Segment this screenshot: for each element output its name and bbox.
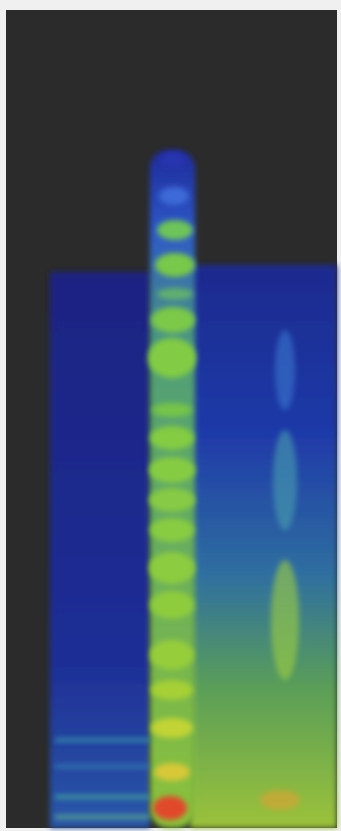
blob <box>149 488 195 512</box>
blob <box>150 518 194 542</box>
blob <box>153 796 187 820</box>
streak <box>55 795 150 799</box>
spectrogram-image <box>0 0 341 831</box>
blob <box>154 763 190 781</box>
blob <box>157 220 193 240</box>
streak <box>55 765 150 768</box>
left-field <box>50 272 150 828</box>
blob <box>161 152 185 168</box>
right-field <box>190 265 337 828</box>
blob <box>151 680 193 700</box>
blob <box>155 253 195 277</box>
blob <box>157 288 193 300</box>
blob <box>150 640 194 670</box>
highlight <box>260 790 300 810</box>
highlight <box>271 560 299 680</box>
blob <box>148 338 196 378</box>
highlight <box>275 330 295 410</box>
blob <box>149 552 195 584</box>
highlight <box>273 430 297 530</box>
blob <box>152 403 192 417</box>
blob <box>151 307 195 333</box>
streak <box>55 738 150 742</box>
blob <box>159 187 189 205</box>
blob <box>149 457 195 483</box>
blob <box>151 718 193 738</box>
streak <box>55 815 150 819</box>
blob <box>150 591 194 619</box>
blob <box>150 426 194 450</box>
page: (() => { JSON.parse(document.getElementB… <box>0 0 341 831</box>
